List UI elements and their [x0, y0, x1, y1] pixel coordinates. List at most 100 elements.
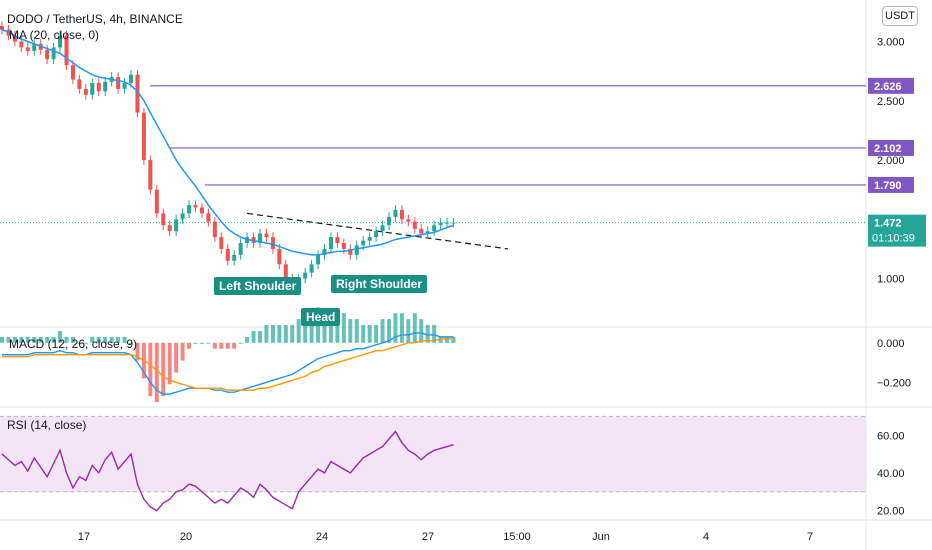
annotation-right-shoulder: Right Shoulder — [331, 275, 427, 293]
macd-histogram-bar — [309, 313, 314, 343]
candle-body — [77, 79, 82, 89]
candle-body — [361, 240, 366, 246]
rsi-band-fill — [0, 416, 866, 492]
candle-body — [335, 237, 340, 244]
candle-body — [116, 77, 121, 89]
currency-button[interactable]: USDT — [882, 6, 918, 26]
macd-histogram-bar — [451, 336, 456, 343]
macd-histogram-bar — [116, 336, 121, 343]
macd-histogram-bar — [361, 325, 366, 343]
price-axis[interactable]: 3.0002.5002.0001.5001.0000.000−0.20060.0… — [868, 36, 926, 518]
candle-body — [129, 74, 133, 83]
ma-legend[interactable]: MA (20, close, 0) — [9, 28, 100, 42]
macd-histogram-bar — [399, 313, 404, 343]
macd-histogram-bar — [406, 319, 411, 343]
candle-body — [206, 213, 211, 222]
candle-body — [316, 254, 321, 265]
candle-body — [64, 35, 69, 66]
level-label-bg — [868, 77, 914, 94]
candle-body — [270, 237, 275, 249]
candle-body — [161, 213, 166, 226]
candle-body — [187, 205, 192, 214]
annotation-head: Head — [301, 308, 341, 326]
candle-body — [445, 222, 450, 224]
macd-histogram-bar — [96, 336, 101, 343]
candle-body — [219, 237, 224, 249]
candle-body — [354, 245, 359, 255]
candle-body — [19, 41, 24, 48]
candle-body — [348, 248, 353, 255]
x-tick-label: 7 — [807, 531, 813, 543]
macd-histogram-bar — [135, 342, 140, 361]
rsi-band — [0, 415, 866, 493]
macd-histogram-bar — [12, 336, 17, 343]
candle-body — [96, 82, 101, 92]
macd-histogram-bar — [283, 325, 288, 343]
candles — [0, 21, 456, 296]
candle-body — [367, 237, 372, 241]
candle-body — [258, 233, 262, 244]
candle-body — [238, 243, 243, 255]
macd-histogram-bar — [45, 336, 50, 343]
x-tick-label: 17 — [78, 531, 90, 543]
macd-histogram-bar — [129, 342, 133, 344]
y-tick-label: 2.000 — [877, 155, 905, 167]
macd-histogram-bar — [0, 336, 4, 343]
macd-histogram-bar — [412, 313, 417, 343]
candle-body — [393, 209, 398, 217]
candle-body — [167, 225, 172, 232]
candle-body — [199, 207, 204, 214]
candle-body — [103, 81, 108, 92]
candle-body — [412, 221, 417, 229]
macd-histogram-bar — [187, 342, 192, 349]
macd-histogram-bar — [161, 342, 166, 397]
macd-histogram-bar — [225, 342, 230, 349]
macd-histogram-bar — [232, 342, 237, 349]
candle-body — [135, 74, 140, 113]
candle-body — [70, 65, 75, 80]
candle-body — [264, 233, 269, 238]
candle-body — [438, 222, 443, 226]
level-label: 2.102 — [874, 143, 902, 155]
level-label: 1.790 — [874, 180, 902, 192]
macd-legend[interactable]: MACD (12, 26, close, 9) — [9, 337, 138, 351]
macd-histogram-bar — [354, 319, 359, 343]
candle-body — [387, 216, 391, 226]
macd-histogram-bar — [425, 325, 430, 343]
candle-body — [374, 231, 379, 238]
y-tick-label: 0.000 — [877, 338, 905, 350]
macd-histogram-bar — [64, 336, 69, 343]
y-tick-label: 3.000 — [877, 36, 905, 48]
time-axis[interactable]: 17 20 24 27 15:00 Jun 4 7 — [78, 531, 813, 543]
macd-histogram-bar — [32, 336, 37, 343]
candle-body — [322, 248, 327, 255]
macd-histogram-bar — [19, 336, 24, 343]
macd-histogram-bar — [38, 336, 43, 343]
macd-histogram-bar — [296, 319, 301, 343]
macd-histogram-bar — [290, 325, 295, 343]
candle-body — [58, 35, 63, 48]
rsi-legend[interactable]: RSI (14, close) — [7, 418, 87, 432]
macd-histogram-bar — [167, 342, 172, 385]
y-tick-label: −0.200 — [877, 377, 911, 389]
candle-body — [25, 47, 30, 51]
candle-body — [406, 219, 411, 222]
macd-histogram-bar — [251, 330, 256, 343]
level-label-bg — [868, 139, 914, 156]
candle-body — [32, 43, 37, 51]
macd-histogram-bar — [335, 313, 340, 343]
x-tick-label: Jun — [592, 531, 610, 543]
macd-histogram-bar — [393, 313, 398, 343]
macd-histogram-bar — [264, 325, 269, 343]
macd-histogram-bar — [303, 313, 308, 343]
macd-histogram-bar — [374, 325, 379, 343]
y-tick-label: 1.000 — [877, 274, 905, 286]
macd-histogram-bar — [419, 319, 424, 343]
macd-histogram-bar — [322, 313, 327, 343]
macd-histogram-bar — [199, 342, 204, 344]
y-tick-label: 40.00 — [877, 468, 905, 480]
candle-body — [303, 272, 308, 279]
macd-histogram-bar — [180, 342, 185, 361]
chart-title: DODO / TetherUS, 4h, BINANCE — [7, 12, 183, 26]
